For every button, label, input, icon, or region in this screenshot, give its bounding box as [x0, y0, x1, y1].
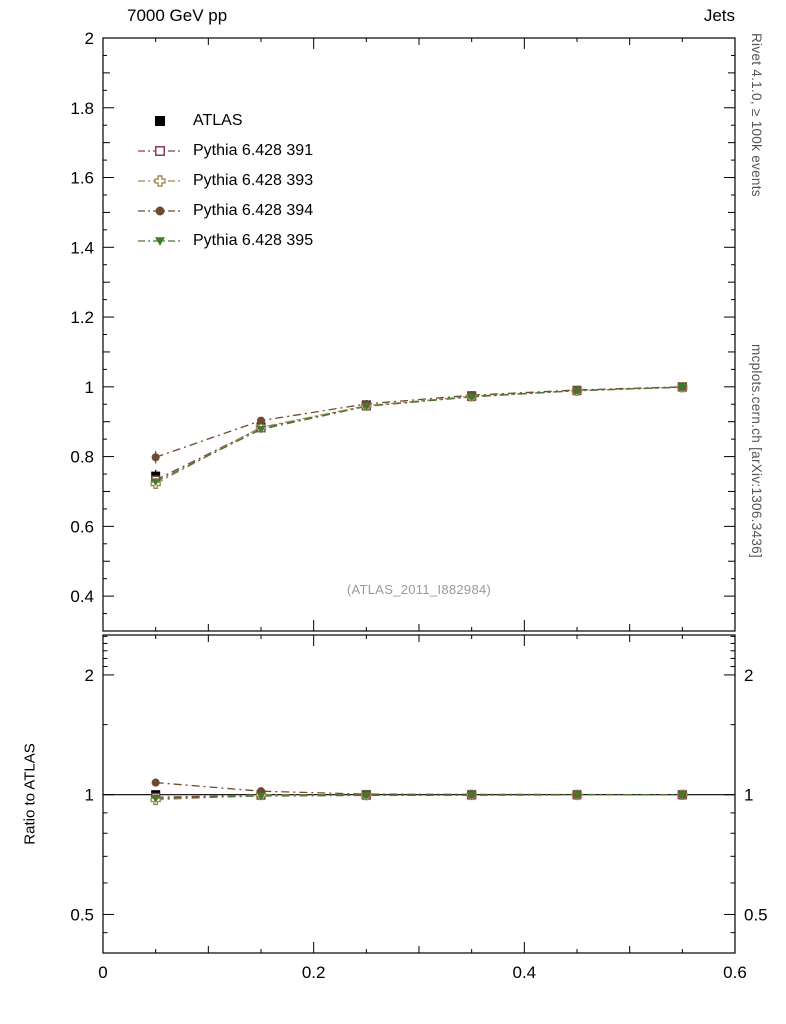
svg-text:0.6: 0.6	[70, 517, 94, 536]
svg-text:2: 2	[85, 666, 94, 685]
legend-label-pythia-395: Pythia 6.428 395	[193, 232, 314, 249]
legend-item-pythia-394: Pythia 6.428 394	[136, 196, 313, 226]
analysis-group-title: Jets	[703, 6, 735, 25]
svg-text:0.5: 0.5	[744, 905, 768, 924]
legend: ATLAS Pythia 6.428 391 Pythia 6.428 393 …	[136, 106, 313, 256]
svg-text:2: 2	[85, 29, 94, 48]
svg-text:0.5: 0.5	[70, 905, 94, 924]
legend-item-pythia-391: Pythia 6.428 391	[136, 136, 313, 166]
svg-text:1: 1	[85, 378, 94, 397]
ratio-axis-label: Ratio to ATLAS	[21, 743, 39, 845]
legend-label-pythia-394: Pythia 6.428 394	[193, 202, 314, 219]
legend-marker-pythia-393-icon	[138, 175, 182, 187]
svg-text:1: 1	[744, 786, 753, 805]
legend-item-pythia-395: Pythia 6.428 395	[136, 226, 313, 256]
svg-text:1: 1	[85, 786, 94, 805]
rivet-version-label: Rivet 4.1.0, ≥ 100k events	[749, 33, 764, 197]
legend-item-atlas: ATLAS	[136, 106, 313, 136]
mcplots-citation-label: mcplots.cern.ch [arXiv:1306.3436]	[749, 344, 764, 559]
legend-item-pythia-393: Pythia 6.428 393	[136, 166, 313, 196]
svg-text:0.4: 0.4	[70, 587, 94, 606]
legend-label-pythia-391: Pythia 6.428 391	[193, 142, 314, 159]
svg-text:1.8: 1.8	[70, 99, 94, 118]
beam-title: 7000 GeV pp	[127, 6, 228, 25]
svg-text:0.8: 0.8	[70, 448, 94, 467]
svg-text:0.2: 0.2	[302, 963, 326, 982]
legend-label-pythia-393: Pythia 6.428 393	[193, 172, 314, 189]
svg-text:1.2: 1.2	[70, 308, 94, 327]
svg-text:0.6: 0.6	[723, 963, 747, 982]
svg-text:2: 2	[744, 666, 753, 685]
svg-text:1.4: 1.4	[70, 238, 94, 257]
legend-marker-pythia-391-icon	[138, 146, 182, 156]
legend-marker-pythia-394-icon	[138, 206, 182, 216]
legend-label-atlas: ATLAS	[193, 112, 243, 129]
svg-text:1.6: 1.6	[70, 169, 94, 188]
analysis-id-watermark: (ATLAS_2011_I882984)	[346, 582, 492, 597]
svg-text:0.4: 0.4	[513, 963, 537, 982]
legend-marker-pythia-395-icon	[138, 237, 182, 246]
svg-text:0: 0	[98, 963, 107, 982]
legend-marker-atlas-icon	[155, 116, 165, 126]
